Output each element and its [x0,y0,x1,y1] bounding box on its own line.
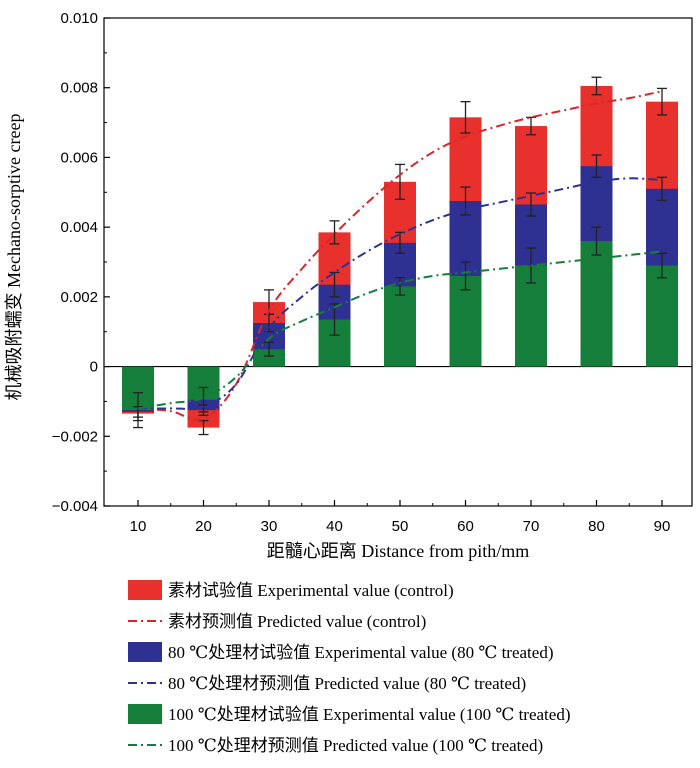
legend-swatch [128,580,162,600]
legend: 素材试验值 Experimental value (control) 素材预测值 … [128,580,571,755]
y-tick-label: −0.004 [52,498,98,515]
legend-label: 100 ℃处理材试验值 Experimental value (100 ℃ tr… [168,705,571,724]
legend-swatch [128,642,162,662]
x-tick-label: 90 [654,518,671,535]
bar [580,241,613,367]
predicted-line [137,250,663,410]
x-tick-label: 60 [457,518,474,535]
x-tick-label: 70 [523,518,540,535]
y-tick-label: 0 [90,359,98,376]
y-tick-label: 0.006 [60,149,98,166]
x-tick-label: 20 [195,518,212,535]
y-tick-label: 0.010 [60,10,98,27]
x-axis-title: 距髓心距离 Distance from pith/mm [267,541,529,561]
bar [384,286,416,367]
x-tick-label: 80 [588,518,605,535]
y-axis-title: 机械吸附蠕变 Mechano-sorptive creep [4,114,24,401]
bar [449,275,482,367]
legend-swatch [128,704,162,724]
y-tick-label: −0.002 [52,428,98,445]
legend-label: 素材预测值 Predicted value (control) [168,612,426,631]
legend-label: 80 ℃处理材试验值 Experimental value (80 ℃ trea… [168,643,554,662]
x-tick-label: 30 [261,518,278,535]
legend-label: 素材试验值 Experimental value (control) [168,581,454,600]
y-tick-label: 0.004 [60,219,98,236]
x-tick-label: 50 [392,518,409,535]
predicted-line [137,90,663,421]
y-tick-label: 0.008 [60,80,98,97]
x-tick-label: 40 [326,518,343,535]
legend-label: 100 ℃处理材预测值 Predicted value (100 ℃ treat… [168,736,543,755]
legend-label: 80 ℃处理材预测值 Predicted value (80 ℃ treated… [168,674,526,693]
bar [646,265,678,367]
y-tick-label: 0.002 [60,289,98,306]
bar [253,349,285,367]
x-tick-label: 10 [130,518,147,535]
